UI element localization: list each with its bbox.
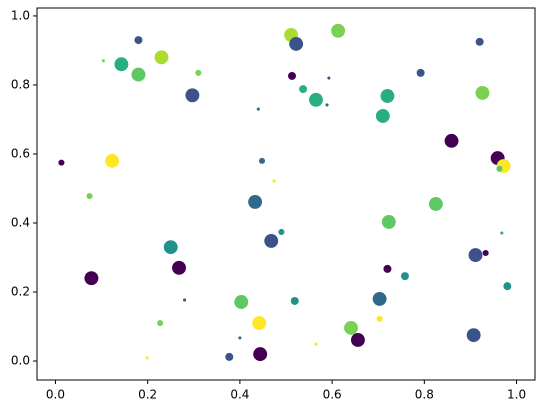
point — [258, 157, 266, 164]
point — [185, 88, 200, 103]
point — [225, 352, 234, 361]
point — [183, 298, 187, 302]
point — [264, 233, 279, 248]
y-tick-label: 1.0 — [11, 8, 30, 22]
point — [325, 103, 329, 107]
point — [101, 59, 105, 63]
point — [195, 69, 202, 76]
point — [350, 333, 365, 347]
y-tick-label: 0.8 — [11, 77, 30, 91]
plot-frame — [36, 7, 536, 381]
point — [256, 107, 260, 111]
point — [400, 272, 409, 281]
point — [376, 315, 383, 322]
point — [482, 249, 489, 257]
point — [299, 85, 308, 94]
point — [163, 240, 178, 255]
y-tick-label: 0.0 — [11, 354, 30, 368]
point — [290, 296, 299, 305]
point — [58, 159, 65, 166]
point — [248, 194, 263, 209]
point — [234, 295, 249, 309]
point — [154, 50, 169, 65]
point — [84, 271, 99, 286]
point — [503, 282, 512, 291]
point — [86, 193, 93, 200]
point — [289, 36, 304, 51]
point — [372, 291, 387, 306]
point — [238, 336, 242, 340]
x-tick-label: 0.4 — [230, 388, 249, 402]
point — [278, 228, 285, 235]
point — [327, 76, 331, 80]
point — [475, 85, 490, 100]
x-tick-label: 1.0 — [507, 388, 526, 402]
point — [157, 320, 164, 327]
point — [444, 133, 459, 148]
x-tick-label: 0.2 — [138, 388, 157, 402]
x-tick-label: 0.0 — [46, 388, 65, 402]
point — [288, 71, 296, 80]
point — [331, 23, 346, 38]
point — [105, 153, 120, 168]
point — [468, 248, 483, 263]
point — [131, 67, 146, 82]
point — [252, 316, 267, 331]
point — [466, 328, 481, 343]
point — [314, 342, 318, 346]
point — [500, 231, 504, 235]
point — [134, 36, 143, 45]
point — [272, 179, 276, 183]
point — [253, 347, 268, 362]
point — [114, 57, 129, 72]
x-tick-label: 0.6 — [323, 388, 342, 402]
point — [428, 197, 443, 211]
point — [309, 92, 323, 107]
point — [344, 320, 358, 335]
point — [172, 260, 186, 275]
point — [383, 264, 392, 273]
y-tick-label: 0.6 — [11, 146, 30, 160]
x-tick-label: 0.8 — [415, 388, 434, 402]
point — [475, 37, 484, 46]
point — [375, 109, 390, 123]
point — [416, 68, 425, 77]
y-tick-label: 0.4 — [11, 215, 30, 229]
y-tick-label: 0.2 — [11, 285, 30, 299]
point — [381, 215, 396, 229]
point — [145, 356, 149, 360]
point — [380, 89, 395, 103]
point — [496, 165, 503, 172]
